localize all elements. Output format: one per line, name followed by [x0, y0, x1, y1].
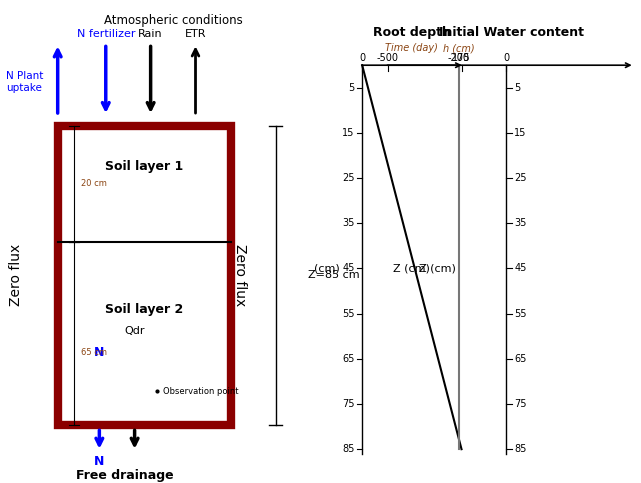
Text: Zero flux: Zero flux	[9, 244, 23, 306]
Text: 0: 0	[503, 53, 510, 63]
Text: Rain: Rain	[138, 28, 163, 39]
Text: 75: 75	[342, 399, 354, 409]
Text: 45: 45	[514, 264, 526, 273]
Text: 25: 25	[342, 173, 354, 183]
Text: 45: 45	[342, 264, 354, 273]
Text: 35: 35	[342, 218, 354, 228]
Text: Z (cm): Z (cm)	[393, 264, 430, 273]
Text: Soil layer 2: Soil layer 2	[105, 303, 183, 315]
Text: 20 cm: 20 cm	[81, 179, 107, 188]
Text: 5: 5	[514, 83, 520, 93]
Text: Qdr: Qdr	[124, 326, 145, 336]
Text: 55: 55	[514, 309, 527, 319]
Text: Soil layer 1: Soil layer 1	[105, 160, 183, 173]
Text: 55: 55	[342, 309, 354, 319]
Text: Time (day): Time (day)	[385, 43, 438, 53]
Text: Initial Water content: Initial Water content	[438, 26, 584, 39]
Text: 15: 15	[514, 128, 526, 138]
Text: -200: -200	[448, 53, 470, 63]
Text: Root depth: Root depth	[373, 26, 451, 39]
Text: Observation point: Observation point	[163, 387, 239, 396]
Text: Free drainage: Free drainage	[76, 469, 174, 482]
Text: Z (cm): Z (cm)	[419, 264, 456, 273]
Text: 175: 175	[452, 53, 471, 63]
Text: 0: 0	[359, 53, 365, 63]
Text: 85: 85	[514, 444, 526, 454]
Text: Zero flux: Zero flux	[233, 244, 247, 306]
Text: ETR: ETR	[185, 28, 206, 39]
Text: 15: 15	[342, 128, 354, 138]
Text: (cm): (cm)	[314, 264, 340, 273]
Text: 35: 35	[514, 218, 526, 228]
Text: N fertilizer: N fertilizer	[76, 28, 135, 39]
Text: h (cm): h (cm)	[443, 43, 475, 53]
Text: N: N	[94, 455, 104, 468]
Text: N: N	[94, 346, 104, 359]
Text: 75: 75	[514, 399, 527, 409]
Text: 65 cm: 65 cm	[81, 348, 108, 357]
Text: 65: 65	[342, 354, 354, 364]
Text: N Plant
uptake: N Plant uptake	[6, 71, 44, 93]
Text: 5: 5	[348, 83, 354, 93]
Text: 65: 65	[514, 354, 526, 364]
Bar	[58, 126, 231, 425]
Text: 25: 25	[514, 173, 527, 183]
Text: Atmospheric conditions: Atmospheric conditions	[104, 14, 242, 28]
Text: 85: 85	[342, 444, 354, 454]
Text: -500: -500	[377, 53, 399, 63]
Text: Z=85 cm: Z=85 cm	[308, 270, 360, 280]
